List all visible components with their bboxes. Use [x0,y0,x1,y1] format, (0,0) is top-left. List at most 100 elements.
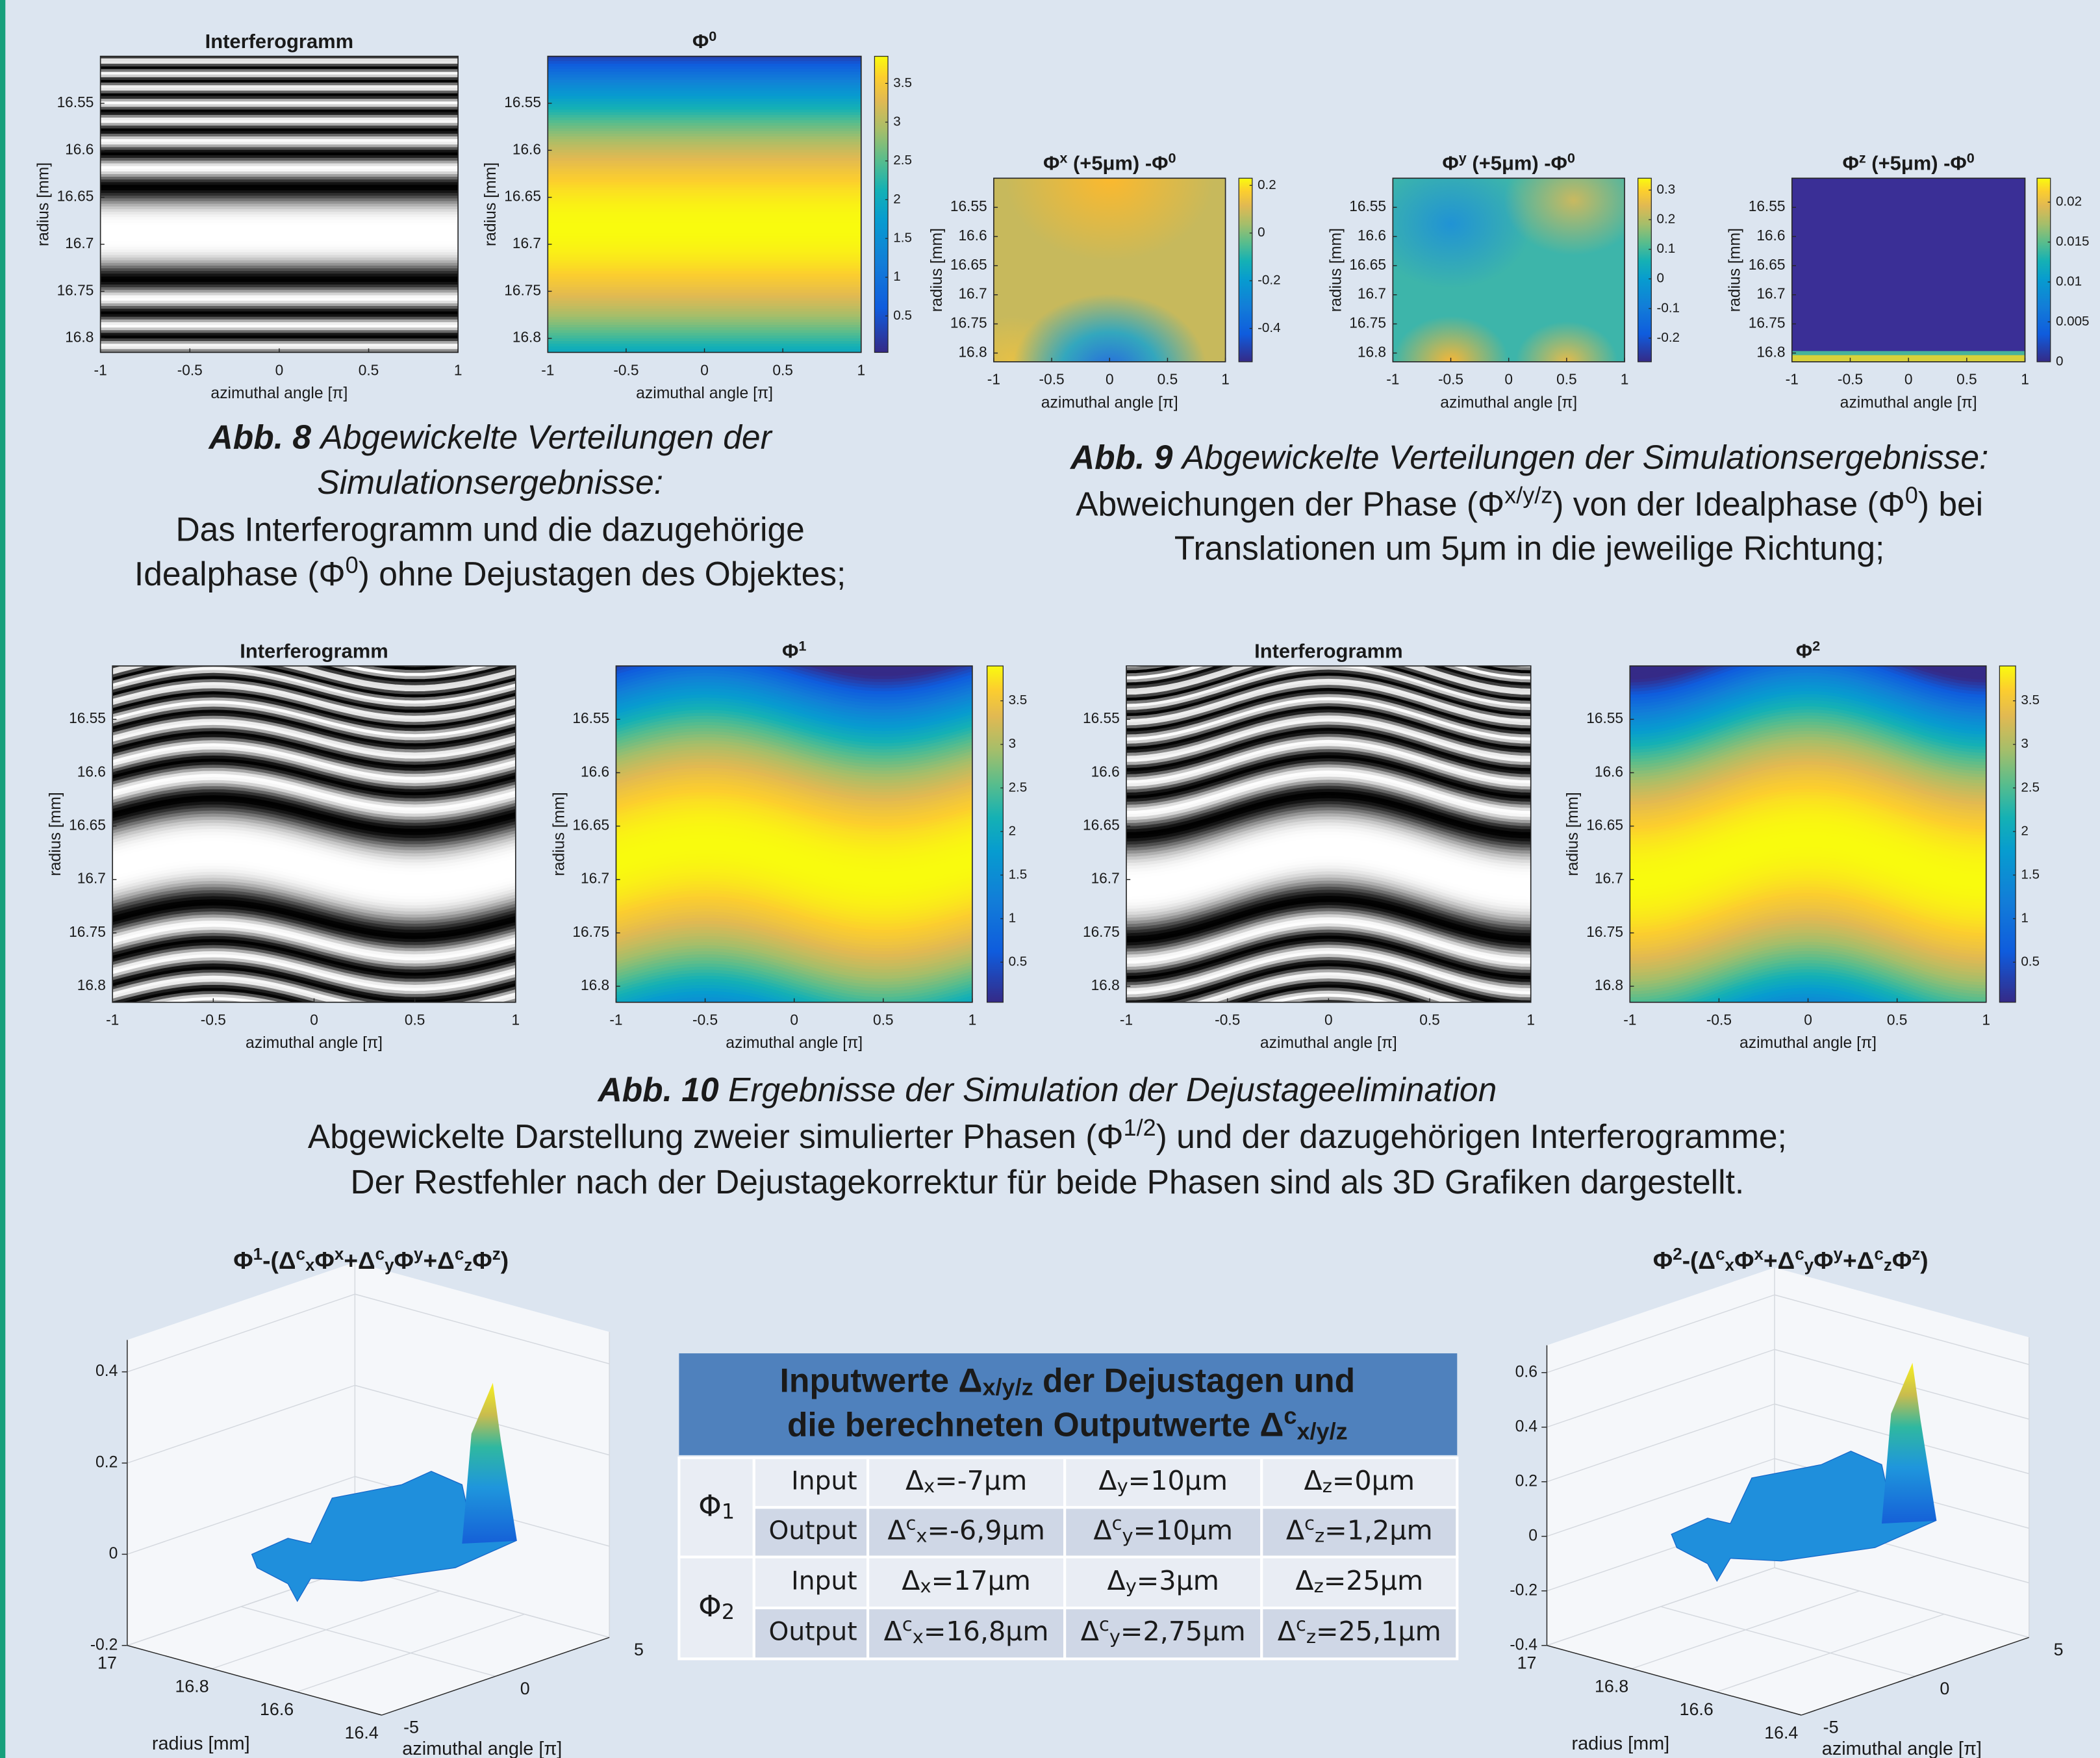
superscript: y [1834,1244,1843,1264]
text-run: =0μm [1332,1465,1415,1496]
x-tick-label: -0.5 [177,361,203,378]
x-tick-label: -0.5 [1438,371,1463,388]
colorbar-tick-label: 0 [2056,353,2063,368]
text-run: Φ [698,1488,722,1523]
colorbar-tick-label: 0.3 [1657,182,1676,197]
superscript: 0 [1168,150,1176,166]
x-tick-label: -5 [403,1718,419,1737]
y-tick-label: 16.7 [1756,285,1785,302]
text-run: der Dejustagen und [1033,1361,1355,1399]
superscript: y [1459,150,1467,166]
text-run: Δ [902,1565,920,1596]
x-tick-label: 1 [454,361,462,378]
superscript: z [1912,1244,1920,1264]
x-axis-label: azimuthal angle [π] [1822,1739,1982,1758]
plot-image [994,178,1226,362]
y-tick-label: 16.65 [950,256,987,273]
caption-line: Abb. 9Abgewickelte Verteilungen der Simu… [1069,438,1988,476]
superscript: 0 [709,28,716,44]
y-tick-label: 16.6 [77,763,106,780]
text-run: ) und der dazugehörigen Interferogramme; [1156,1117,1787,1155]
subscript: x/y/z [1297,1418,1347,1444]
y-tick-label: 16.8 [1358,343,1386,360]
image-layer [994,178,1226,362]
text-run: =1,2μm [1324,1514,1433,1546]
x-tick-label: -1 [1386,371,1399,388]
subscript: x [1725,1255,1735,1275]
x-tick-label: 0 [310,1012,318,1028]
poster: -1-0.500.5116.5516.616.6516.716.7516.8In… [0,0,2100,1758]
text-run: (+5μm) -Φ [1866,152,1967,175]
subscript: y [1109,1625,1120,1648]
text-run: =10μm [1128,1465,1228,1496]
superscript: c [1296,1614,1306,1636]
subscript: 2 [722,1601,735,1624]
x-tick-label: 0 [1904,371,1913,388]
x-axis-label: azimuthal angle [π] [1440,394,1577,411]
y-tick-label: 16.55 [1586,709,1623,726]
y-axis-label: radius [mm] [1327,228,1345,312]
subscript: z [464,1255,472,1275]
superscript: c [1874,1244,1883,1264]
colorbar-tick-label: 3.5 [2021,693,2040,707]
x-tick-label: -1 [987,371,1000,388]
plot-image [1630,604,1986,1064]
x-tick-label: -0.5 [1838,371,1863,388]
caption-title: Ergebnisse der Simulation der Dejustagee… [728,1071,1497,1108]
plot-image [101,20,459,389]
y-axis-label: radius [mm] [1564,792,1582,876]
y-axis-label: radius [mm] [152,1733,250,1754]
subscript: y [385,1255,394,1275]
superscript: 2 [1673,1244,1682,1264]
y-tick-label: 16.55 [1083,709,1120,726]
colorbar-tick-label: 0.02 [2056,194,2082,209]
colorbar-tick-label: 3 [1009,736,1016,751]
superscript: x [335,1244,344,1264]
x-tick-label: 0 [1504,371,1513,388]
table-header-text: die berechneten Outputwerte Δcx/y/z [787,1403,1348,1444]
colorbar-tick-label: 3.5 [893,75,912,90]
text-run: Φ [472,1247,492,1274]
x-tick-label: 1 [2021,371,2029,388]
superscript: c [1099,1614,1109,1636]
y-tick-label: 16.8 [65,329,94,346]
colorbar-tick-label: 0 [1657,271,1664,286]
text-run: Δ [1295,1565,1313,1596]
x-tick-label: -0.5 [613,361,639,378]
y-tick-label: 16.55 [57,94,94,110]
z-tick-label: 0.4 [95,1362,118,1380]
y-tick-label: 16.55 [1749,197,1786,214]
z-tick-label: 0 [109,1545,118,1562]
plot-image [112,608,516,1061]
accent-stripe [0,0,5,1758]
y-tick-label: 16.55 [504,94,541,110]
text-run: ) ohne Dejustagen des Objektes; [359,554,846,592]
y-tick-label: 16.7 [1358,285,1386,302]
text-run: Idealphase (Φ [134,554,346,592]
y-axis-label: radius [mm] [47,792,64,876]
colorbar-tick-label: 1 [1009,910,1016,925]
x-tick-label: -0.5 [201,1012,226,1028]
caption-text: Idealphase (Φ0) ohne Dejustagen des Obje… [134,552,846,592]
caption-label: Abb. 8 [208,418,312,455]
caption-text: Translationen um 5μm in die jeweilige Ri… [1174,529,1884,567]
y-tick-label: 16.7 [1595,870,1623,887]
x-tick-label: -0.5 [1706,1012,1732,1028]
text-run: =17μm [931,1565,1031,1596]
text-run: Δ [887,1514,905,1546]
plot-image [616,608,972,1061]
x-tick-label: 1 [512,1012,520,1028]
x-tick-label: -1 [1120,1012,1133,1028]
text-run: Abgewickelte Darstellung zweier simulier… [308,1117,1124,1155]
text-run: =-7μm [935,1465,1027,1496]
colorbar-tick-label: 1.5 [893,230,912,245]
x-tick-label: 0 [275,361,284,378]
text-run: +Δ [344,1247,375,1274]
text-run: ) bei [1918,485,1983,522]
x-tick-label: 0.5 [1556,371,1577,388]
image-layer [1393,178,1625,362]
caption-text: Das Interferogramm und die dazugehörige [175,510,804,548]
y-tick-label: 16.4 [1764,1723,1798,1742]
y-tick-label: 17 [1517,1653,1537,1673]
y-tick-label: 16.75 [69,923,106,940]
